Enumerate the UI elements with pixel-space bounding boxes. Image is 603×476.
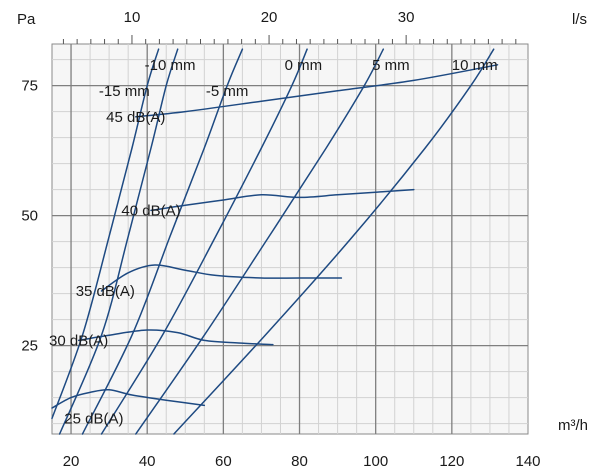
y-tick-label: 25 — [21, 338, 38, 355]
series-line-damper — [58, 48, 179, 435]
x-tick-label: 20 — [63, 453, 80, 470]
series-line-sound — [77, 329, 274, 346]
top-tick-label: 20 — [261, 9, 278, 26]
series-line-damper — [51, 48, 160, 420]
series-line-sound — [135, 64, 499, 118]
series-line-sound — [100, 264, 343, 292]
top-tick-label: 10 — [124, 9, 141, 26]
series-line-damper — [135, 48, 385, 435]
y-axis-unit: Pa — [17, 11, 36, 28]
axes: 20 40 60 80 100 120 140 25 50 75 10 20 30 — [21, 9, 540, 470]
plot-area — [51, 43, 529, 435]
x-tick-label: 100 — [363, 453, 388, 470]
series-label-damper: 0 mm — [285, 57, 323, 74]
series-line-damper — [81, 48, 244, 435]
x-tick-label: 120 — [439, 453, 464, 470]
top-tick-label: 30 — [398, 9, 415, 26]
series-label-sound: 40 dB(A) — [121, 202, 180, 219]
curves — [51, 48, 499, 435]
y-tick-label: 75 — [21, 78, 38, 95]
series-label-sound: 45 dB(A) — [106, 109, 165, 126]
bottom-axis-unit: m³/h — [558, 417, 588, 434]
series-label-sound: 30 dB(A) — [49, 332, 108, 349]
series-line-damper — [173, 48, 495, 435]
x-tick-label: 60 — [215, 453, 232, 470]
series-line-damper — [100, 48, 308, 435]
series-label-damper: -10 mm — [145, 57, 196, 74]
series-label-damper: 5 mm — [372, 57, 410, 74]
y-tick-label: 50 — [21, 208, 38, 225]
x-tick-label: 40 — [139, 453, 156, 470]
x-tick-label: 140 — [515, 453, 540, 470]
top-axis-unit: l/s — [572, 11, 587, 28]
series-label-sound: 25 dB(A) — [64, 410, 123, 427]
series-label-sound: 35 dB(A) — [76, 283, 135, 300]
series-line-sound — [51, 388, 206, 409]
series-label-damper: 10 mm — [452, 57, 498, 74]
x-tick-label: 80 — [291, 453, 308, 470]
series-line-sound — [150, 188, 415, 212]
series-label-damper: -15 mm — [99, 83, 150, 100]
curve-labels: -15 mm -10 mm -5 mm 0 mm 5 mm 10 mm 25 dB(A) 30… — [49, 57, 498, 428]
series-label-damper: -5 mm — [206, 83, 249, 100]
